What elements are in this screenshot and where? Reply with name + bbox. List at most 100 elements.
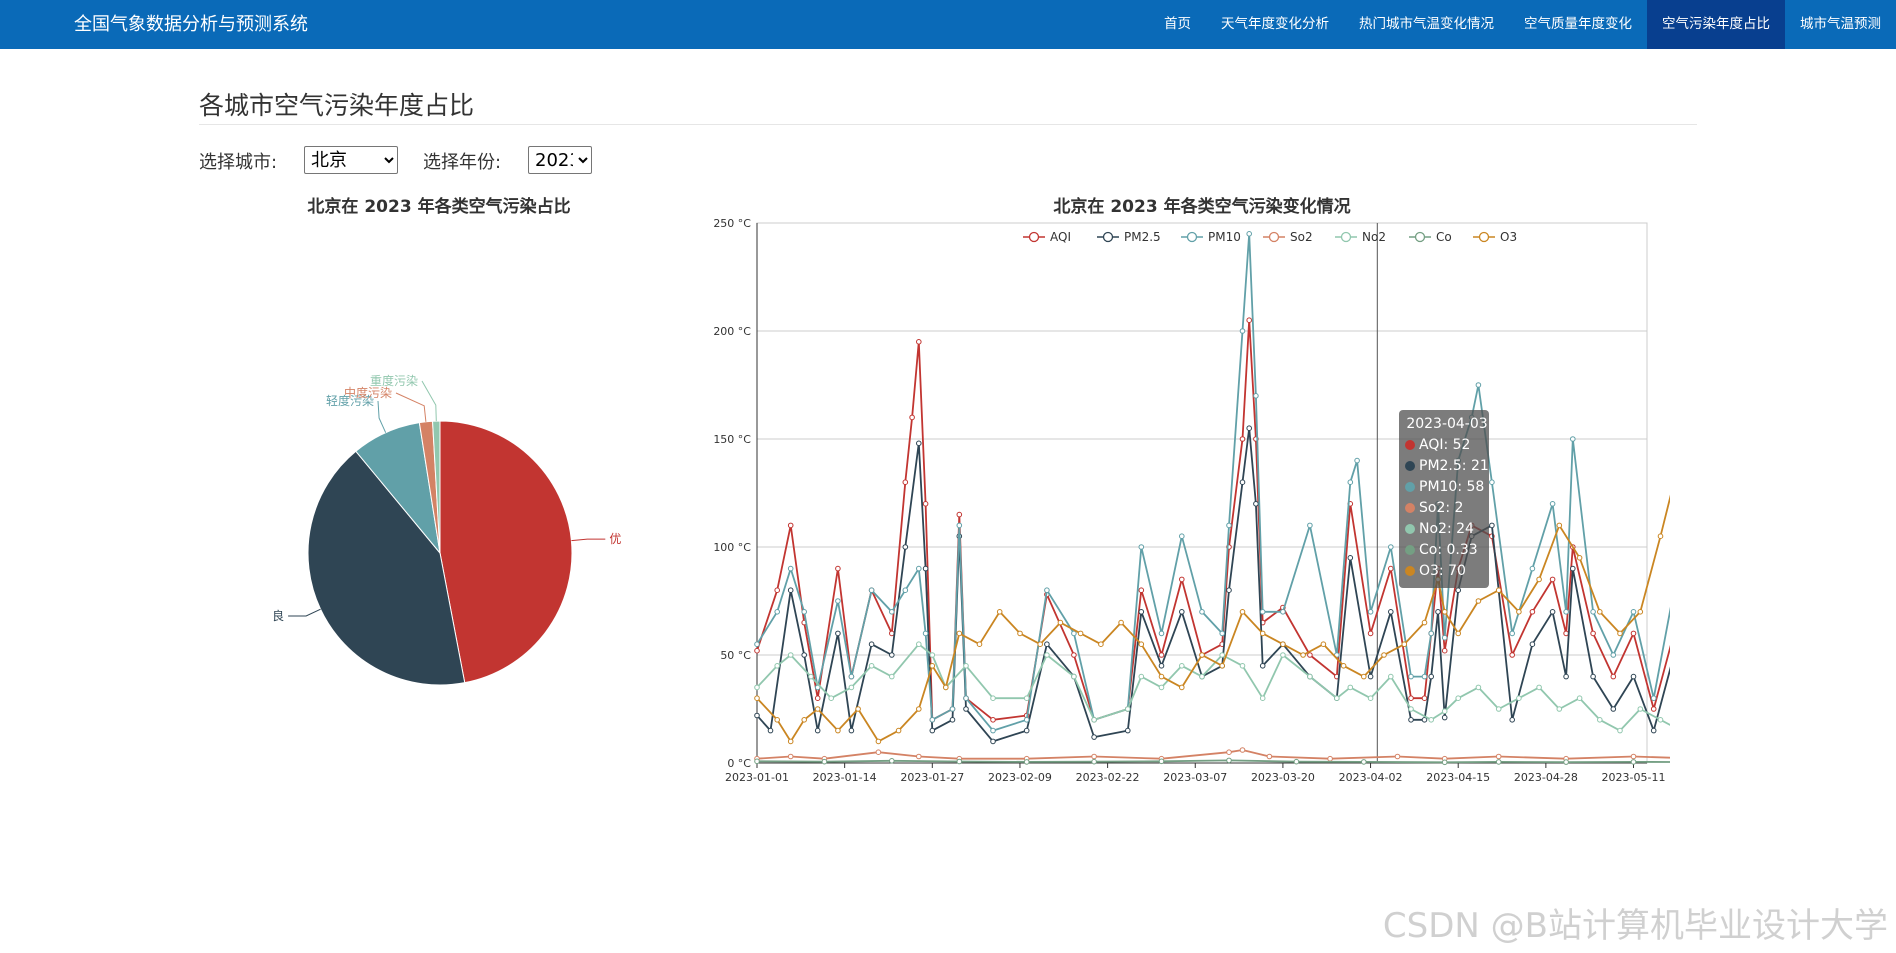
year-select[interactable]: 2023 bbox=[528, 146, 592, 174]
legend-item-o3[interactable]: O3 bbox=[1473, 230, 1517, 244]
data-point-pm10[interactable] bbox=[1138, 544, 1145, 550]
data-point-pm10[interactable] bbox=[889, 609, 895, 615]
data-point-pm10[interactable] bbox=[1158, 630, 1165, 637]
data-point-aqi[interactable] bbox=[787, 522, 794, 529]
data-point-co[interactable] bbox=[1630, 759, 1637, 765]
data-point-pm10[interactable] bbox=[835, 598, 841, 604]
data-point-pm2-5[interactable] bbox=[1388, 609, 1394, 615]
data-point-so2[interactable] bbox=[1239, 747, 1246, 753]
data-point-o3[interactable] bbox=[1037, 641, 1044, 648]
data-point-no2[interactable] bbox=[990, 695, 996, 702]
data-point-pm2-5[interactable] bbox=[1509, 717, 1516, 723]
data-point-pm2-5[interactable] bbox=[1125, 727, 1131, 734]
data-point-no2[interactable] bbox=[889, 673, 895, 680]
data-point-pm10[interactable] bbox=[1421, 673, 1428, 680]
series-line-pm2-5[interactable] bbox=[756, 427, 1670, 746]
nav-item-weather-annual[interactable]: 天气年度变化分析 bbox=[1221, 16, 1329, 32]
data-point-pm10[interactable] bbox=[1441, 634, 1448, 641]
data-point-aqi[interactable] bbox=[1590, 630, 1596, 637]
data-point-so2[interactable] bbox=[1091, 753, 1097, 760]
data-point-no2[interactable] bbox=[1138, 673, 1145, 680]
data-point-pm10[interactable] bbox=[1428, 630, 1435, 637]
series-line-so2[interactable] bbox=[756, 749, 1670, 760]
data-point-aqi[interactable] bbox=[1549, 576, 1556, 583]
data-point-no2[interactable] bbox=[1307, 673, 1313, 680]
data-point-pm2-5[interactable] bbox=[1158, 663, 1165, 669]
data-point-pm10[interactable] bbox=[1044, 587, 1050, 594]
data-point-pm10[interactable] bbox=[1246, 231, 1253, 237]
data-point-pm10[interactable] bbox=[1179, 533, 1185, 540]
data-point-no2[interactable] bbox=[963, 663, 969, 669]
data-point-co[interactable] bbox=[1293, 758, 1300, 765]
data-point-aqi[interactable] bbox=[754, 647, 760, 654]
data-point-pm2-5[interactable] bbox=[1529, 641, 1536, 648]
data-point-pm10[interactable] bbox=[1307, 522, 1313, 529]
data-point-no2[interactable] bbox=[1367, 695, 1374, 702]
data-point-aqi[interactable] bbox=[1509, 652, 1516, 658]
data-point-no2[interactable] bbox=[808, 673, 814, 680]
data-point-so2[interactable] bbox=[1226, 749, 1232, 756]
data-point-pm10[interactable] bbox=[1529, 565, 1536, 572]
data-point-co[interactable] bbox=[1023, 759, 1030, 765]
data-point-no2[interactable] bbox=[1455, 695, 1462, 702]
data-point-pm10[interactable] bbox=[963, 695, 969, 702]
data-point-o3[interactable] bbox=[855, 706, 861, 712]
data-point-pm2-5[interactable] bbox=[1259, 663, 1266, 669]
data-point-pm2-5[interactable] bbox=[1239, 479, 1246, 486]
data-point-no2[interactable] bbox=[1597, 717, 1603, 723]
data-point-no2[interactable] bbox=[1179, 663, 1185, 669]
pie-slice-1[interactable] bbox=[307, 450, 466, 686]
data-point-pm2-5[interactable] bbox=[868, 641, 875, 648]
data-point-o3[interactable] bbox=[1179, 684, 1185, 691]
data-point-o3[interactable] bbox=[1556, 522, 1563, 529]
data-point-no2[interactable] bbox=[1334, 695, 1340, 702]
data-point-pm2-5[interactable] bbox=[1253, 501, 1259, 507]
data-point-so2[interactable] bbox=[1495, 753, 1502, 760]
data-point-no2[interactable] bbox=[754, 684, 760, 691]
data-point-no2[interactable] bbox=[1617, 727, 1623, 734]
data-point-aqi[interactable] bbox=[916, 339, 922, 345]
data-point-pm10[interactable] bbox=[922, 630, 929, 637]
data-point-pm10[interactable] bbox=[1549, 501, 1556, 507]
data-point-no2[interactable] bbox=[828, 695, 834, 702]
data-point-no2[interactable] bbox=[1475, 684, 1482, 691]
series-line-o3[interactable] bbox=[756, 482, 1670, 743]
data-point-no2[interactable] bbox=[787, 652, 794, 658]
data-point-o3[interactable] bbox=[814, 706, 821, 712]
data-point-o3[interactable] bbox=[1158, 673, 1165, 680]
data-point-o3[interactable] bbox=[1118, 619, 1124, 626]
data-point-co[interactable] bbox=[1158, 758, 1165, 765]
data-point-aqi[interactable] bbox=[1239, 436, 1246, 442]
data-point-aqi[interactable] bbox=[1179, 576, 1185, 583]
data-point-pm2-5[interactable] bbox=[902, 544, 909, 550]
data-point-pm2-5[interactable] bbox=[1435, 609, 1441, 615]
data-point-pm2-5[interactable] bbox=[1590, 673, 1596, 680]
data-point-pm2-5[interactable] bbox=[1138, 609, 1145, 615]
data-point-aqi[interactable] bbox=[1441, 647, 1448, 654]
data-point-aqi[interactable] bbox=[1388, 565, 1394, 572]
data-point-pm2-5[interactable] bbox=[1428, 673, 1435, 680]
data-point-o3[interactable] bbox=[1138, 641, 1145, 648]
data-point-pm10[interactable] bbox=[1509, 630, 1516, 637]
data-point-o3[interactable] bbox=[1617, 630, 1623, 637]
data-point-o3[interactable] bbox=[875, 738, 882, 745]
data-point-pm10[interactable] bbox=[754, 641, 760, 648]
data-point-co[interactable] bbox=[956, 758, 963, 765]
data-point-no2[interactable] bbox=[1556, 706, 1563, 712]
data-point-co[interactable] bbox=[754, 758, 760, 765]
data-point-no2[interactable] bbox=[1125, 706, 1131, 712]
data-point-o3[interactable] bbox=[1098, 641, 1104, 648]
data-point-pm10[interactable] bbox=[929, 717, 936, 723]
data-point-o3[interactable] bbox=[1475, 598, 1482, 604]
data-point-o3[interactable] bbox=[1401, 641, 1408, 648]
data-point-no2[interactable] bbox=[1657, 717, 1664, 723]
data-point-no2[interactable] bbox=[1219, 652, 1226, 658]
data-point-pm10[interactable] bbox=[1219, 630, 1226, 637]
data-point-o3[interactable] bbox=[1637, 609, 1644, 615]
data-point-pm10[interactable] bbox=[1489, 479, 1495, 486]
data-point-so2[interactable] bbox=[1266, 753, 1273, 760]
data-point-pm10[interactable] bbox=[868, 587, 875, 594]
series-line-aqi[interactable] bbox=[756, 319, 1670, 721]
data-point-no2[interactable] bbox=[1428, 717, 1435, 723]
data-point-pm10[interactable] bbox=[956, 522, 963, 529]
